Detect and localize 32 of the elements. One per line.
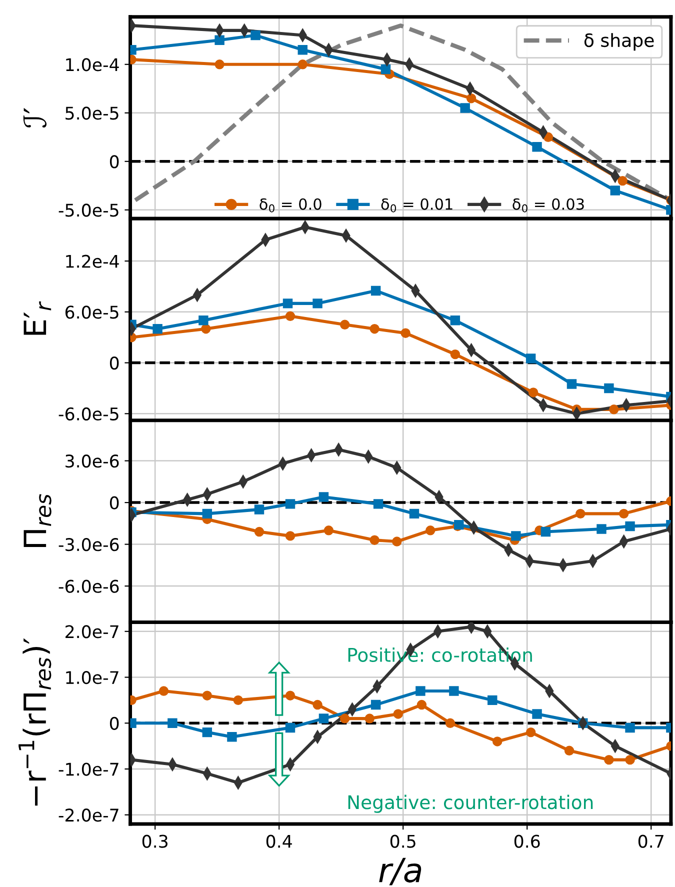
- x-tick-label: 0.6: [514, 834, 540, 848]
- y-tick-label: 1.0e-4: [66, 58, 119, 72]
- legend-label: δ shape: [584, 33, 654, 51]
- legend-label: δ$_{0}$ = 0.03: [512, 198, 584, 212]
- y-tick-label: -5.0e-5: [58, 204, 118, 217]
- y-tick-label: 0: [110, 155, 119, 168]
- y-tick-label: 1.0e-7: [66, 670, 118, 684]
- annotation: Negative: counter-rotation: [348, 794, 593, 813]
- y-tick-label: -6.0e-5: [58, 407, 118, 420]
- y-tick-label: 3.0e-6: [66, 454, 119, 468]
- y-tick-label: 0: [110, 496, 119, 510]
- y-axis-title: Π$_{res}$: [24, 494, 52, 548]
- y-axis-title: E′$_{r}$: [24, 301, 52, 335]
- x-tick-label: 0.7: [638, 834, 664, 848]
- y-tick-label: 0: [110, 716, 119, 730]
- y-tick-label: 6.0e-5: [65, 306, 118, 319]
- y-tick-label: -3.0e-6: [58, 538, 119, 552]
- y-tick-label: 0: [110, 356, 119, 370]
- y-axis-title: −r$^{−1}$(rΠ$_{res}$)′: [18, 638, 52, 806]
- x-tick-label: 0.4: [266, 834, 292, 848]
- y-axis-title: ℐ′: [23, 108, 47, 128]
- x-tick-label: 0.5: [390, 834, 416, 848]
- y-tick-label: 1.2e-4: [66, 254, 119, 268]
- y-tick-label: -6.0e-6: [58, 580, 119, 593]
- x-axis-title: r/a: [379, 858, 422, 886]
- legend-label: δ$_{0}$ = 0.01: [381, 198, 452, 212]
- y-tick-label: -2.0e-7: [58, 808, 118, 822]
- y-tick-label: 2.0e-7: [66, 625, 118, 638]
- x-tick-label: 0.3: [142, 834, 168, 848]
- y-tick-label: 5.0e-5: [66, 106, 118, 120]
- legend-label: δ$_{0}$ = 0.0: [260, 198, 322, 212]
- y-tick-label: -1.0e-7: [58, 762, 118, 776]
